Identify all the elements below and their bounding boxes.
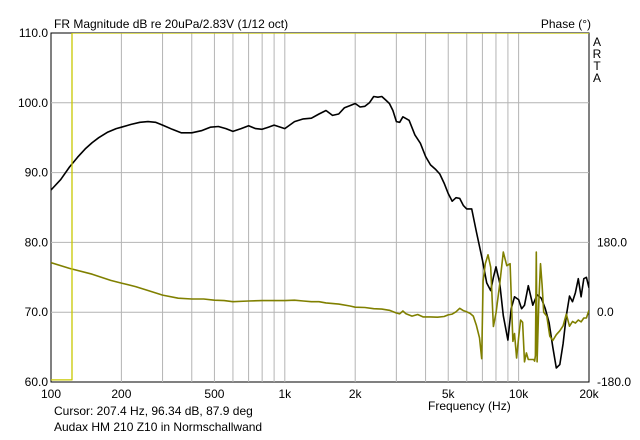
x-tick-label: 10k <box>509 387 529 401</box>
x-tick-label: 500 <box>204 387 224 401</box>
y-tick-label: 100.0 <box>18 96 48 110</box>
x-tick-label: 1k <box>278 387 292 401</box>
cursor-readout: Cursor: 207.4 Hz, 96.34 dB, 87.9 deg <box>54 404 253 418</box>
x-tick-label: 20k <box>579 387 599 401</box>
tick-labels: 60.0 70.0 80.0 90.0 100.0 110.0 100 200 500 1k 2k 5… <box>18 26 631 401</box>
y-tick-label: 60.0 <box>25 375 49 389</box>
watermark-letter: T <box>593 59 601 73</box>
chart-title: FR Magnitude dB re 20uPa/2.83V (1/12 oct… <box>54 17 288 31</box>
phase-axis-title: Phase (°) <box>541 17 591 31</box>
phase-tick-label: 180.0 <box>597 235 627 249</box>
x-axis-label: Frequency (Hz) <box>428 399 511 413</box>
watermark-letter: A <box>593 35 601 49</box>
phase-curve <box>51 251 589 363</box>
phase-tick-label: -180.0 <box>597 375 631 389</box>
x-tick-label: 2k <box>349 387 363 401</box>
y-tick-label: 90.0 <box>25 166 49 180</box>
grid <box>50 32 590 383</box>
y-tick-label: 110.0 <box>19 26 48 40</box>
y-tick-label: 70.0 <box>25 305 49 319</box>
watermark-letter: A <box>593 71 601 85</box>
y-tick-label: 80.0 <box>25 235 49 249</box>
x-tick-label: 200 <box>111 387 131 401</box>
phase-tick-label: 0.0 <box>597 305 614 319</box>
x-tick-label: 5k <box>442 387 456 401</box>
watermark-letter: R <box>593 47 602 61</box>
x-tick-label: 100 <box>41 387 61 401</box>
magnitude-curve <box>51 95 589 369</box>
cursor-window-line <box>51 33 589 381</box>
device-caption: Audax HM 210 Z10 in Normschallwand <box>54 420 262 434</box>
plot-area <box>51 33 589 381</box>
